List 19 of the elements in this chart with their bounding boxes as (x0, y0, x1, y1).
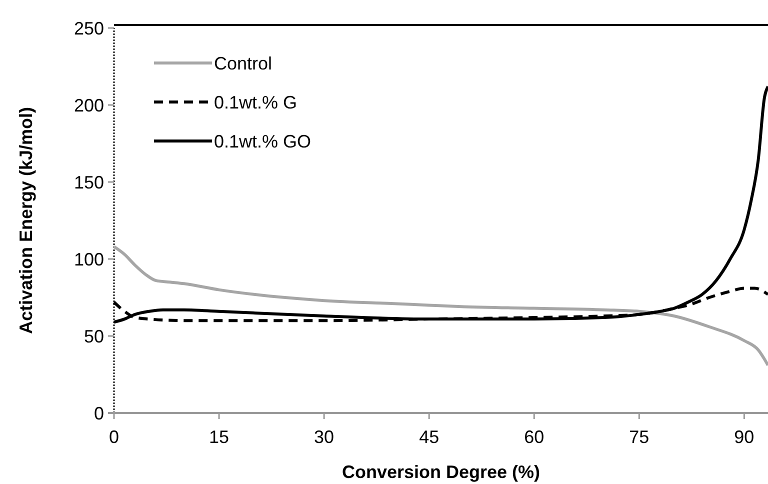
legend-label: 0.1wt.% G (214, 92, 298, 112)
x-tick-label: 15 (209, 427, 230, 447)
y-tick-label: 50 (84, 326, 104, 346)
x-tick-label: 90 (734, 427, 754, 447)
legend-label: 0.1wt.% GO (214, 131, 312, 152)
line-series (112, 245, 768, 367)
x-tick-label: 75 (629, 427, 650, 447)
x-tick-label: 60 (524, 427, 544, 447)
x-tick-label: 45 (419, 427, 440, 447)
y-tick-label: 150 (74, 172, 104, 192)
legend-label: Control (214, 53, 272, 74)
x-axis-title: Conversion Degree (%) (342, 462, 540, 482)
y-tick-label: 0 (94, 403, 104, 424)
y-tick-label: 100 (74, 249, 104, 270)
y-axis-title: Activation Energy (kJ/mol) (16, 106, 36, 334)
y-tick-label: 200 (74, 95, 104, 116)
y-tick-label: 250 (74, 18, 104, 38)
x-tick-label: 0 (108, 427, 120, 447)
x-tick-label: 30 (314, 427, 334, 447)
